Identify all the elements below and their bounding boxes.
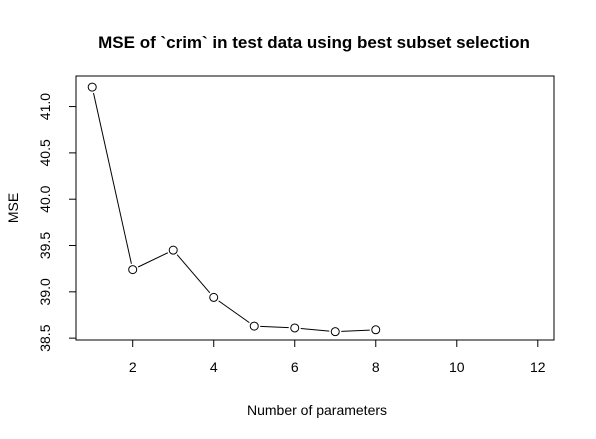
data-point — [330, 327, 340, 337]
y-tick-label: 40.5 — [37, 139, 53, 166]
data-point — [168, 245, 178, 255]
series-line-segment — [341, 329, 370, 332]
series-line-segment — [93, 92, 132, 264]
series-line-segment — [300, 328, 330, 332]
data-point — [209, 292, 219, 302]
series-layer — [87, 82, 381, 337]
chart-title: MSE of `crim` in test data using best su… — [98, 33, 530, 52]
y-tick-label: 38.5 — [37, 324, 53, 351]
series-line-segment — [218, 300, 250, 324]
data-point — [249, 321, 259, 331]
plot-frame — [75, 75, 555, 341]
series-line-segment — [260, 325, 289, 329]
y-tick-label: 39.0 — [37, 278, 53, 305]
data-point — [128, 265, 138, 275]
series-line-segment — [176, 254, 211, 294]
x-tick-label: 4 — [210, 359, 218, 375]
y-axis: 38.5 39.0 39.5 40.0 40.5 41.0 — [37, 93, 77, 352]
x-axis: 2 4 6 8 10 12 — [129, 339, 546, 375]
data-point — [290, 323, 300, 333]
x-tick-label: 10 — [449, 359, 465, 375]
x-axis-label: Number of parameters — [247, 402, 387, 418]
x-tick-label: 6 — [291, 359, 299, 375]
x-tick-label: 12 — [530, 359, 546, 375]
y-axis-label: MSE — [5, 193, 21, 223]
x-tick-label: 8 — [372, 359, 380, 375]
x-tick-label: 2 — [129, 359, 137, 375]
series-line-segment — [137, 252, 169, 268]
y-tick-label: 40.0 — [37, 185, 53, 212]
data-point — [87, 82, 97, 92]
data-point — [371, 325, 381, 335]
y-tick-label: 41.0 — [37, 93, 53, 120]
y-tick-label: 39.5 — [37, 232, 53, 259]
